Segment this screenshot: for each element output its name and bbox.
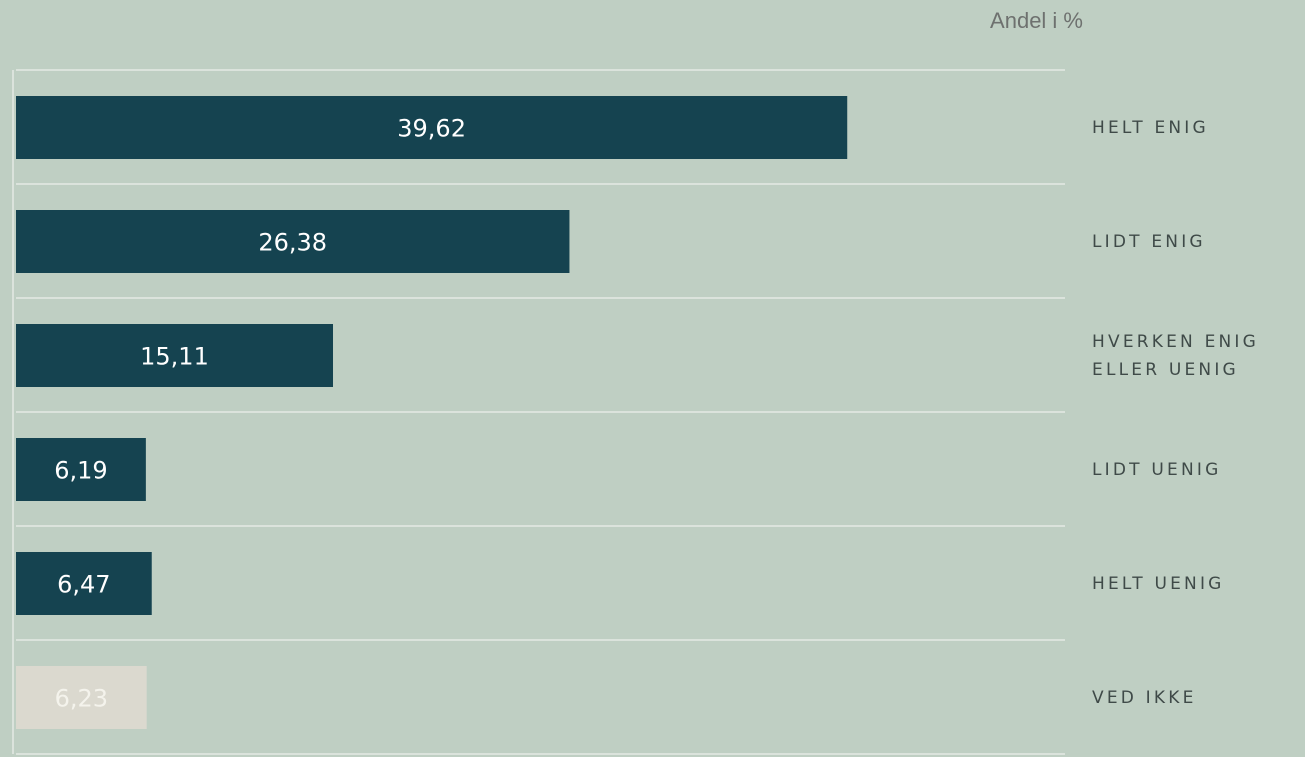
value-label: 39,62 bbox=[397, 115, 466, 143]
value-label: 15,11 bbox=[140, 343, 209, 371]
chart-title: Andel i % bbox=[990, 8, 1083, 33]
category-label: LIDT UENIG bbox=[1092, 460, 1222, 480]
category-label: HELT ENIG bbox=[1092, 118, 1209, 138]
category-label: LIDT ENIG bbox=[1092, 232, 1206, 252]
category-label: HELT UENIG bbox=[1092, 574, 1225, 594]
bar bbox=[16, 96, 848, 159]
bar bbox=[16, 438, 146, 501]
value-label: 26,38 bbox=[258, 229, 327, 257]
category-label: HVERKEN ENIG ELLER UENIG bbox=[1092, 332, 1260, 380]
bar bbox=[16, 324, 334, 387]
category-label: VED IKKE bbox=[1092, 688, 1197, 708]
value-label: 6,23 bbox=[55, 685, 108, 713]
value-label: 6,47 bbox=[57, 571, 110, 599]
bar bbox=[16, 210, 570, 273]
value-label: 6,19 bbox=[54, 457, 107, 485]
bar bbox=[16, 552, 152, 615]
bar bbox=[16, 666, 147, 729]
